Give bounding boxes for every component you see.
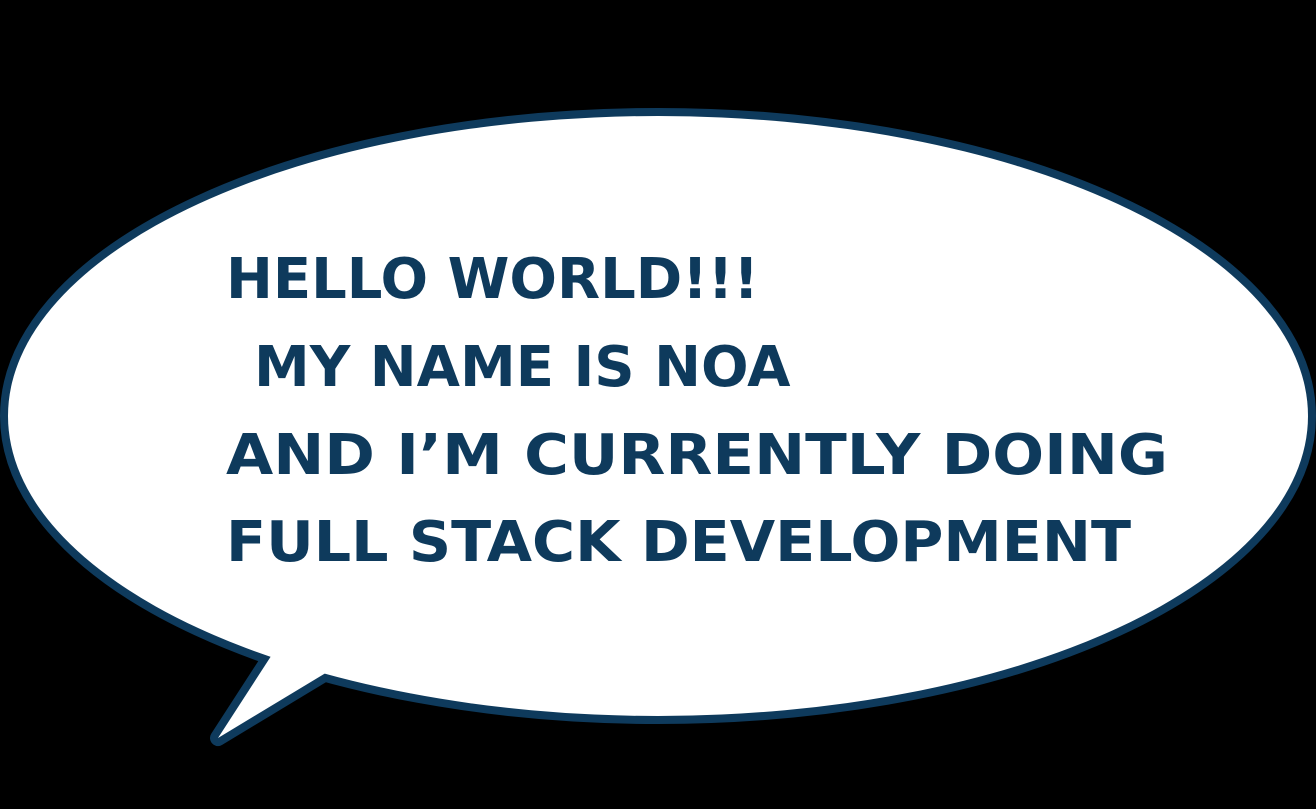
bubble-line: AND I’M CURRENTLY DOING xyxy=(226,423,1168,488)
bubble-line: HELLO WORLD!!! xyxy=(226,247,759,312)
bubble-line: FULL STACK DEVELOPMENT xyxy=(226,510,1131,575)
bubble-outline xyxy=(0,108,1316,746)
bubble-body xyxy=(8,116,1308,716)
bubble-tail xyxy=(218,650,334,738)
bubble-line: MY NAME IS NOA xyxy=(254,335,791,400)
